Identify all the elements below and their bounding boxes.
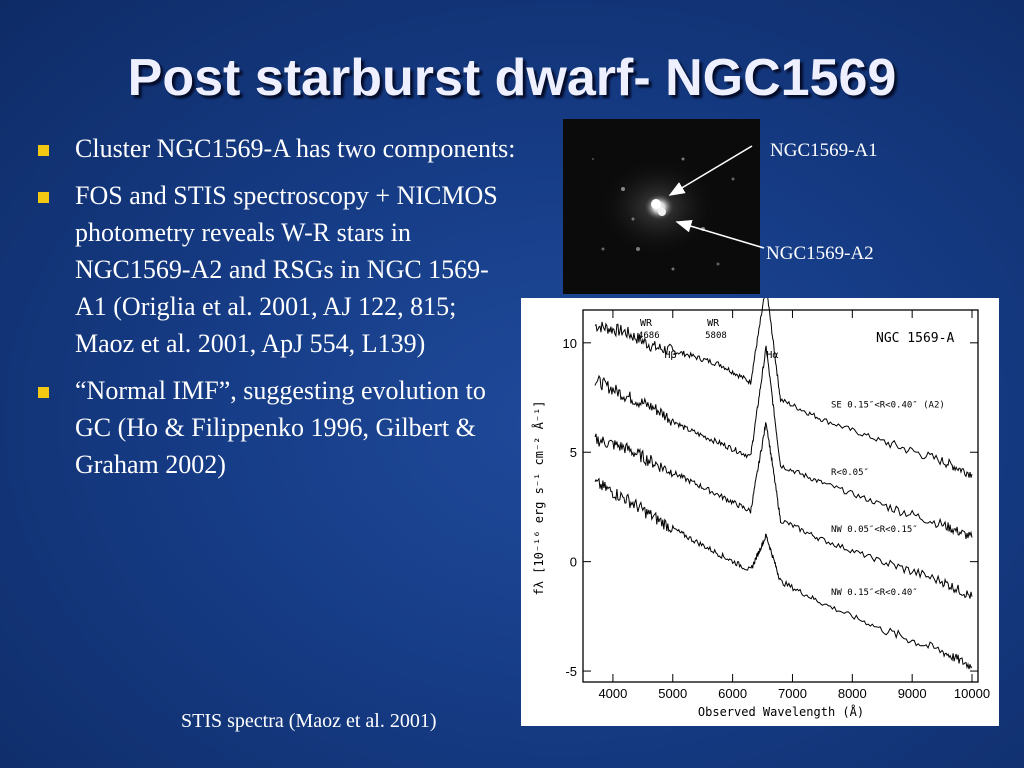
- cluster-image: [563, 119, 760, 294]
- bullet-list: Cluster NGC1569-A has two components: FO…: [36, 130, 516, 493]
- x-tick-label: 9000: [898, 686, 927, 701]
- figure-caption: STIS spectra (Maoz et al. 2001): [181, 710, 437, 732]
- annotation-layer: WR 4686 Hβ WR 5808 Hα: [638, 318, 778, 361]
- x-tick-label: 7000: [778, 686, 807, 701]
- series-line-1: [594, 284, 973, 478]
- spectrum-svg: SE 0.15″<R<0.40″ (A2) R<0.05″ NW 0.05″<R<0…: [531, 284, 990, 719]
- x-tick-label: 8000: [838, 686, 867, 701]
- y-tick-label: -5: [565, 664, 577, 679]
- cluster-image-drawing: [592, 157, 735, 271]
- annotation-sub-1: 4686: [638, 331, 660, 341]
- annotation-1: WR: [640, 318, 653, 329]
- series-label-4: NW 0.15″<R<0.40″: [831, 588, 918, 598]
- series-label-1: SE 0.15″<R<0.40″ (A2): [831, 400, 945, 410]
- annotation-3: WR: [707, 318, 720, 329]
- series-line-4: [594, 477, 973, 670]
- slide-title: Post starburst dwarf- NGC1569: [127, 49, 897, 107]
- x-tick-label: 5000: [658, 686, 687, 701]
- y-tick-label: 0: [570, 555, 577, 570]
- x-tick-label: 4000: [598, 686, 627, 701]
- bullet-item: Cluster NGC1569-A has two components:: [36, 130, 516, 167]
- series-label-2: R<0.05″: [831, 468, 869, 478]
- chart-title: NGC 1569-A: [876, 331, 954, 346]
- series-line-3: [594, 422, 973, 599]
- series-layer: SE 0.15″<R<0.40″ (A2) R<0.05″ NW 0.05″<R<0…: [594, 284, 973, 670]
- square-bullet-icon: [38, 387, 49, 398]
- annotation-2: Hβ: [664, 350, 676, 361]
- square-bullet-icon: [38, 192, 49, 203]
- plot-frame: [582, 309, 979, 683]
- y-tick-label: 5: [570, 445, 577, 460]
- annotation-4: Hα: [766, 350, 778, 361]
- bullet-text: “Normal IMF”, suggesting evolution to GC…: [75, 376, 486, 479]
- x-axis-label: Observed Wavelength (Å): [698, 704, 864, 719]
- y-tick-label: 10: [563, 336, 577, 351]
- label-a2: NGC1569-A2: [766, 243, 874, 264]
- bullet-text: Cluster NGC1569-A has two components:: [75, 134, 516, 163]
- spectrum-chart: SE 0.15″<R<0.40″ (A2) R<0.05″ NW 0.05″<R<0…: [521, 284, 999, 726]
- tick-layer: 4000 5000 6000 7000 8000 9000 10000 -5 0 5 10: [563, 310, 990, 701]
- series-line-2: [594, 345, 973, 539]
- bullet-text: FOS and STIS spectroscopy + NICMOS photo…: [75, 181, 498, 358]
- label-a1: NGC1569-A1: [770, 140, 878, 161]
- bullet-item: “Normal IMF”, suggesting evolution to GC…: [36, 372, 516, 483]
- square-bullet-icon: [38, 145, 49, 156]
- annotation-sub-3: 5808: [705, 331, 727, 341]
- y-axis-label: fλ [10⁻¹⁶ erg s⁻¹ cm⁻² Å⁻¹]: [531, 400, 546, 595]
- x-tick-label: 10000: [954, 686, 990, 701]
- x-tick-label: 6000: [718, 686, 747, 701]
- bullet-item: FOS and STIS spectroscopy + NICMOS photo…: [36, 177, 516, 362]
- series-label-3: NW 0.05″<R<0.15″: [831, 525, 918, 535]
